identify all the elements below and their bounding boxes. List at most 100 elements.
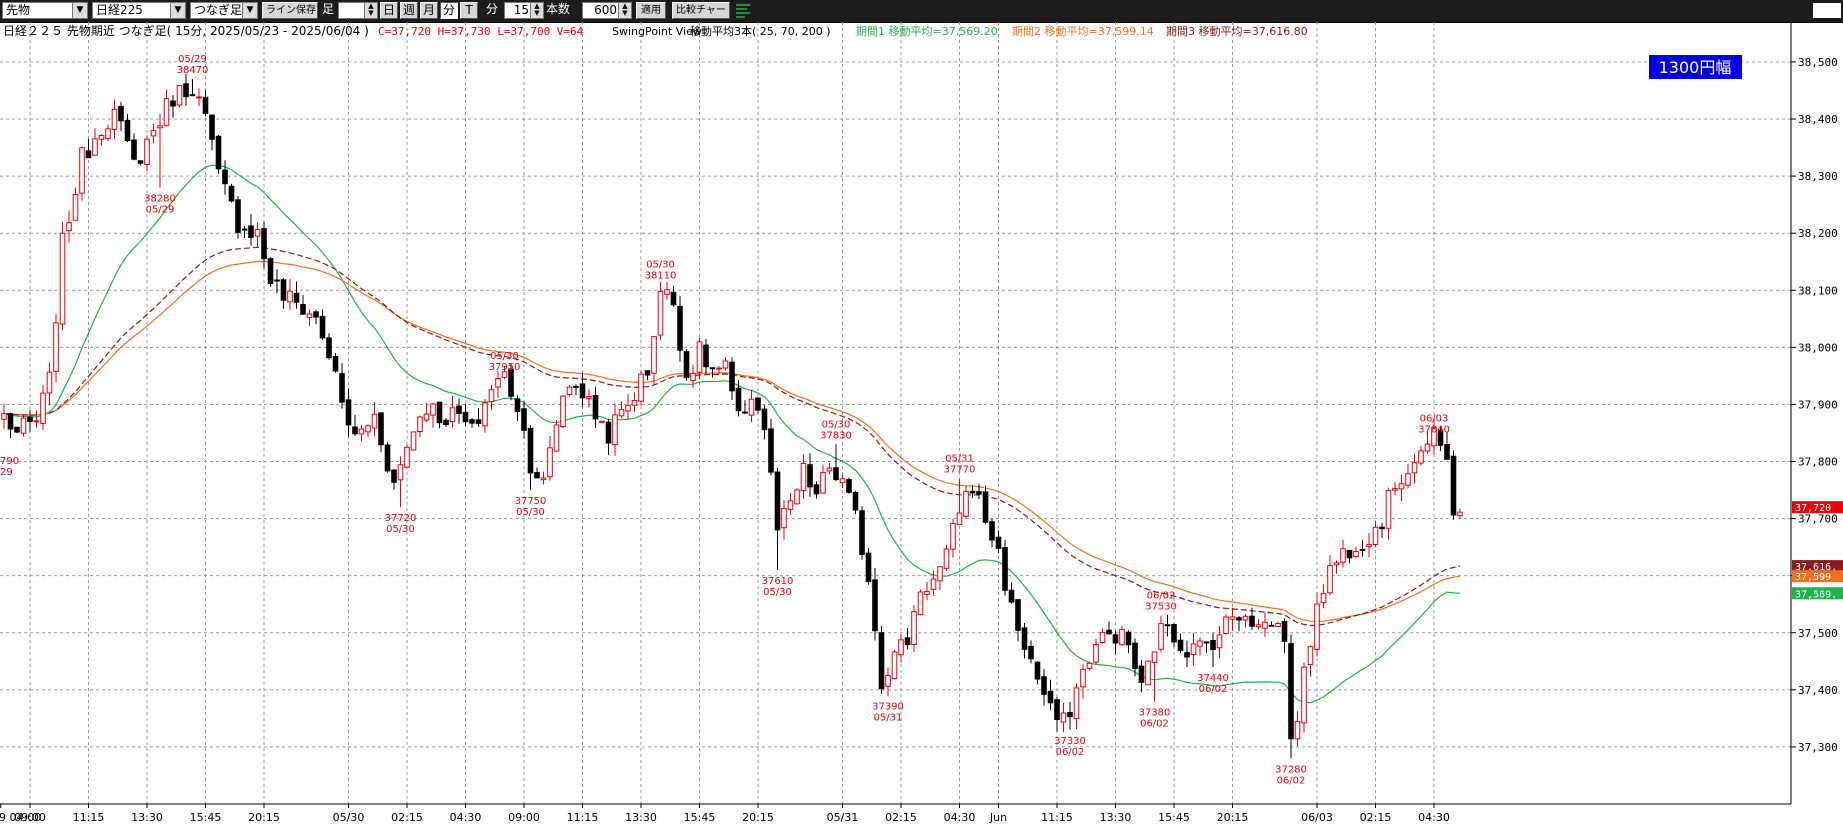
symbol-select[interactable]: 日経225 ▼ — [92, 2, 186, 19]
candle-body — [1320, 593, 1327, 604]
chart-kind-select[interactable]: つなぎ足 ▼ — [190, 2, 258, 19]
swing-label-price: 37610 — [762, 576, 794, 587]
x-tick-label: 02:15 — [1360, 811, 1392, 824]
period-button-tick[interactable]: T — [460, 2, 478, 19]
candle-body — [885, 674, 891, 687]
chevron-down-icon: ▼ — [242, 3, 257, 18]
minutes-input[interactable]: 15 ▲ ▼ — [504, 2, 544, 19]
candle-body — [748, 398, 755, 416]
price-tag-label: 37,569. — [1795, 589, 1837, 600]
y-tick-label: 37,300 — [1798, 741, 1838, 754]
y-tick-label: 37,400 — [1798, 684, 1838, 697]
period-button-minute[interactable]: 分 — [440, 2, 458, 19]
candle-body — [319, 315, 326, 339]
candle-body — [1041, 676, 1047, 695]
candle-body — [1314, 603, 1320, 650]
candle-body — [1307, 646, 1314, 666]
swing-label-date: 06/03 — [1420, 414, 1449, 425]
range-badge-text: 1300円幅 — [1659, 58, 1732, 77]
candle-body — [820, 472, 826, 494]
compare-chart-button[interactable]: 比較チャート — [672, 2, 730, 19]
ma3-line — [3, 246, 1461, 627]
candle-body — [566, 386, 573, 395]
candle-body — [183, 83, 189, 98]
period-button-month[interactable]: 月 — [420, 2, 438, 19]
candle-body — [696, 341, 703, 373]
x-tick-label: 11:15 — [567, 811, 599, 824]
candle-body — [85, 150, 92, 159]
x-tick-label: 09:00 — [14, 811, 46, 824]
candle-body — [79, 147, 85, 194]
spinner-icon: ▲ ▼ — [618, 3, 631, 18]
candle-body — [540, 477, 547, 481]
candle-body — [989, 521, 995, 541]
candle-body — [482, 402, 488, 427]
ma2-line — [3, 260, 1461, 622]
y-axis: 38,500 38,400 38,300 38,200 38,100 38,000 37,9… — [1790, 22, 1838, 804]
swing-label-date: 06/02 — [1199, 684, 1228, 695]
swing-label-date: 05/30 — [386, 524, 415, 535]
candle-body — [937, 566, 943, 582]
candle-body — [157, 125, 163, 129]
candle-body — [1437, 429, 1444, 446]
x-tick-label: 06/03 — [1301, 811, 1333, 824]
candle-body — [852, 491, 859, 511]
candle-body — [930, 578, 937, 590]
price-tag-label: 37,599 — [1795, 572, 1831, 583]
candle-body — [371, 413, 378, 429]
spinner-icon: ▲ ▼ — [364, 3, 377, 18]
candle-body — [1190, 643, 1197, 656]
candle-body — [443, 419, 449, 426]
swing-label-price: 37950 — [489, 362, 521, 373]
candle-body — [1431, 427, 1437, 447]
candle-body — [462, 411, 469, 423]
swing-label-price: 37830 — [820, 430, 852, 441]
bars-input[interactable]: 600 ▲ ▼ — [582, 2, 632, 19]
swing-label-price: 37840 — [1418, 425, 1450, 436]
candle-body — [1255, 624, 1262, 628]
candle-body — [1216, 634, 1223, 649]
x-tick-label: 04:30 — [450, 811, 482, 824]
candle-body — [306, 313, 313, 318]
candle-body — [144, 138, 150, 166]
resize-handle[interactable] — [1813, 3, 1841, 18]
period-button-day[interactable]: 日 — [380, 2, 398, 19]
candle-body — [579, 383, 586, 399]
market-select[interactable]: 先物 ▼ — [2, 2, 88, 19]
candle-body — [911, 611, 917, 645]
candle-body — [846, 479, 852, 493]
candle-body — [391, 469, 397, 483]
swing-label-price: 37390 — [872, 702, 904, 713]
candle-body — [599, 420, 605, 423]
apply-button[interactable]: 適用 — [636, 2, 666, 19]
swing-label-date: 05/29 — [178, 54, 207, 65]
candle-body — [501, 371, 508, 378]
candle-body — [358, 428, 365, 435]
x-tick-label: 15:45 — [684, 811, 716, 824]
market-select-value: 先物 — [6, 3, 31, 17]
candle-body — [1171, 623, 1177, 643]
candle-body — [131, 139, 137, 160]
candle-body — [261, 228, 267, 260]
chart-list-icon[interactable] — [734, 2, 752, 19]
candle-body — [222, 169, 228, 185]
candle-body — [1054, 699, 1060, 721]
candle-body — [1073, 687, 1080, 720]
candle-body — [735, 387, 742, 412]
candle-body — [742, 411, 748, 414]
candle-body — [137, 160, 144, 164]
period-button-week[interactable]: 週 — [400, 2, 418, 19]
candle-body — [1177, 639, 1184, 652]
candle-body — [514, 398, 521, 412]
candle-body — [1457, 511, 1463, 517]
candle-body — [20, 417, 27, 434]
candle-body — [774, 471, 781, 531]
ashi-input[interactable]: ▲ ▼ — [338, 2, 378, 19]
swing-label-price: 790 — [0, 456, 19, 467]
candle-body — [982, 491, 989, 523]
candle-body — [345, 399, 352, 426]
candle-body — [46, 371, 53, 394]
candle-body — [781, 507, 787, 529]
candle-body — [956, 512, 963, 525]
save-line-button[interactable]: ライン保存 — [262, 2, 318, 19]
